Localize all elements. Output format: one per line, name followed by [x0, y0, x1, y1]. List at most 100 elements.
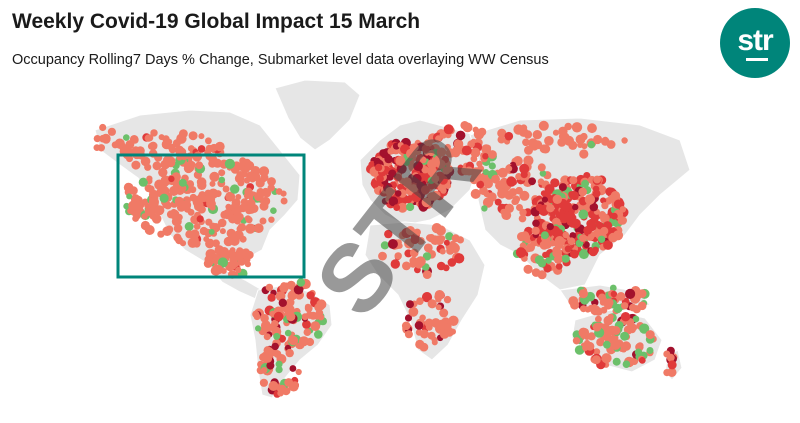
submarket-dot [530, 240, 538, 247]
submarket-dot [198, 133, 205, 140]
submarket-dot [546, 223, 554, 231]
submarket-dot [591, 305, 601, 315]
submarket-dot [572, 219, 581, 228]
submarket-dot [515, 173, 523, 180]
submarket-dots [93, 120, 678, 398]
submarket-dot [516, 204, 523, 211]
submarket-dot [584, 194, 596, 205]
submarket-dot [284, 329, 292, 337]
submarket-dot [283, 282, 290, 289]
logo-text: str [737, 24, 773, 57]
submarket-dot [519, 190, 530, 201]
submarket-dot [609, 284, 617, 292]
submarket-dot [564, 122, 572, 131]
submarket-dot [445, 232, 454, 241]
submarket-dot [187, 208, 195, 216]
submarket-dot [93, 135, 101, 143]
submarket-dot [580, 305, 587, 313]
submarket-dot [497, 167, 508, 178]
submarket-dot [595, 315, 602, 323]
submarket-dot [184, 222, 194, 231]
submarket-dot [528, 138, 538, 149]
page-title: Weekly Covid-19 Global Impact 15 March [12, 10, 421, 33]
submarket-dot [632, 315, 640, 323]
submarket-dot [449, 328, 456, 335]
submarket-dot [423, 243, 433, 253]
submarket-dot [236, 225, 243, 232]
submarket-dot [593, 134, 603, 145]
submarket-dot [314, 330, 323, 339]
submarket-dot [185, 230, 194, 239]
submarket-dot [488, 150, 497, 159]
submarket-dot [504, 131, 514, 141]
submarket-dot [125, 140, 135, 149]
submarket-dot [578, 249, 589, 260]
submarket-dot [598, 211, 606, 219]
submarket-dot [537, 163, 546, 172]
submarket-dot [219, 228, 226, 235]
submarket-dot [123, 134, 130, 141]
submarket-dot [666, 353, 675, 362]
submarket-dot [539, 144, 549, 154]
submarket-dot [310, 321, 321, 331]
submarket-dot [411, 192, 422, 203]
submarket-dot [387, 239, 398, 249]
submarket-dot [217, 218, 227, 228]
submarket-dot [412, 173, 422, 184]
submarket-dot [428, 149, 435, 157]
submarket-dot [244, 161, 255, 171]
submarket-dot [519, 163, 530, 174]
submarket-dot [491, 174, 500, 184]
submarket-dot [461, 145, 472, 156]
submarket-dot [445, 165, 453, 173]
submarket-dot [667, 360, 677, 370]
submarket-dot [560, 175, 570, 185]
submarket-dot [401, 321, 411, 331]
submarket-dot [610, 212, 618, 220]
submarket-dot [405, 226, 415, 236]
submarket-dot [390, 259, 400, 269]
submarket-dot [421, 292, 433, 303]
submarket-dot [531, 226, 540, 235]
submarket-dot [147, 185, 155, 193]
submarket-dot [303, 328, 312, 337]
submarket-dot [123, 202, 130, 210]
submarket-dot [306, 291, 315, 300]
submarket-dot [555, 263, 563, 270]
submarket-dot [152, 161, 162, 171]
submarket-dot [447, 258, 457, 267]
submarket-dot [261, 196, 271, 206]
submarket-dot [268, 381, 279, 391]
submarket-dot [255, 325, 262, 332]
submarket-dot [290, 381, 299, 390]
submarket-dot [158, 134, 165, 141]
submarket-dot [524, 145, 533, 155]
submarket-dot [195, 161, 204, 170]
submarket-dot [610, 290, 618, 298]
submarket-dot [481, 205, 488, 212]
submarket-dot [451, 149, 461, 158]
submarket-dot [612, 230, 624, 241]
submarket-dot [419, 156, 427, 164]
submarket-dot [197, 180, 207, 190]
submarket-dot [275, 366, 283, 374]
submarket-dot [544, 184, 555, 195]
submarket-dot [494, 198, 502, 206]
submarket-dot [574, 345, 585, 355]
submarket-dot [394, 190, 402, 197]
submarket-dot [385, 186, 396, 197]
submarket-dot [621, 302, 629, 310]
submarket-dot [394, 252, 402, 260]
submarket-dot [266, 361, 275, 370]
submarket-dot [634, 348, 643, 356]
submarket-dot [168, 175, 175, 183]
submarket-dot [528, 177, 536, 186]
submarket-dot [388, 169, 397, 178]
submarket-dot [413, 258, 423, 268]
submarket-dot [421, 197, 432, 208]
submarket-dot [539, 170, 547, 177]
submarket-dot [230, 184, 240, 194]
submarket-dot [416, 297, 424, 306]
submarket-dot [174, 196, 184, 207]
submarket-dot [203, 236, 210, 243]
